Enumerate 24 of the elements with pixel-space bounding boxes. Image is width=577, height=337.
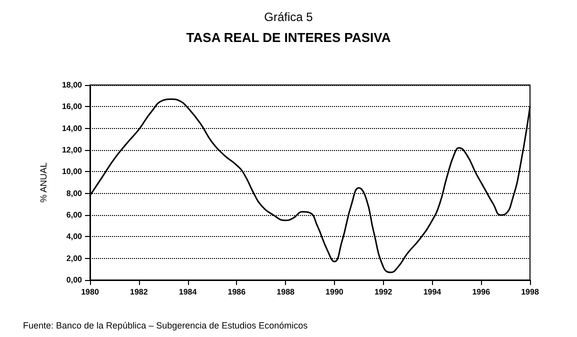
x-tick-label: 1996: [472, 288, 491, 296]
y-tick-label: 14,00: [62, 124, 83, 133]
y-tick-label: 10,00: [62, 167, 83, 176]
y-tick-label: 4,00: [66, 232, 83, 242]
y-tick-label: 8,00: [66, 188, 83, 198]
x-tick-label: 1998: [521, 288, 540, 296]
y-tick-label: 6,00: [66, 210, 83, 220]
x-tick-label: 1992: [374, 288, 393, 296]
y-tick-label: 18,00: [62, 80, 83, 90]
source-note: Fuente: Banco de la República – Subgerencia de Estudios Económicos: [23, 320, 308, 330]
x-tick-label: 1994: [423, 288, 442, 296]
x-tick-label: 1990: [326, 288, 344, 296]
chart-title: Gráfica 5: [264, 10, 314, 24]
y-tick-label: 12,00: [62, 146, 83, 154]
chart-subtitle: TASA REAL DE INTERES PASIVA: [186, 30, 392, 45]
x-tick-label: 1980: [81, 288, 100, 296]
x-tick-label: 1988: [276, 288, 296, 296]
x-tick-label: 1982: [130, 288, 148, 296]
x-tick-label: 1984: [178, 288, 198, 296]
y-tick-label: 2,00: [66, 254, 83, 263]
y-tick-label: 16,00: [62, 102, 83, 112]
y-axis-title: % ANUAL: [38, 162, 48, 203]
x-tick-label: 1986: [228, 288, 246, 296]
y-tick-label: 0,00: [66, 276, 83, 284]
